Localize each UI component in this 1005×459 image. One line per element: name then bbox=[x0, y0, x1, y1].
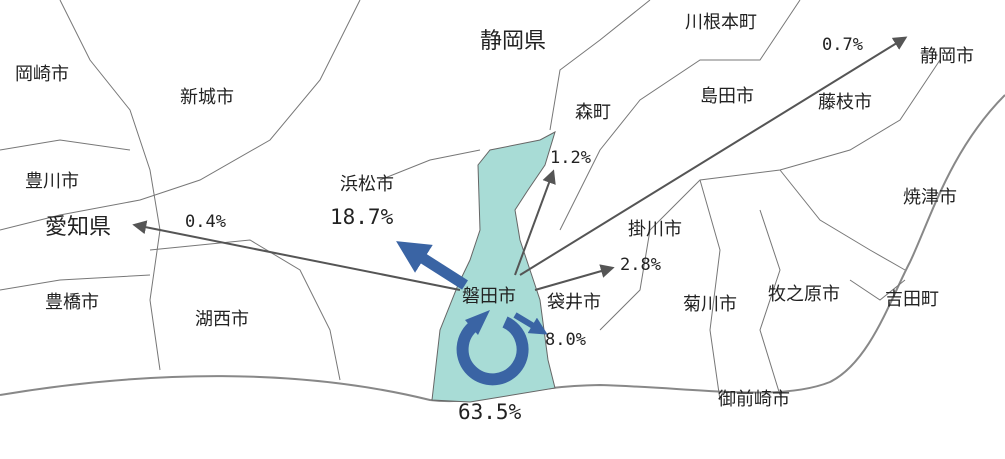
place-label: 森町 bbox=[575, 102, 611, 123]
place-label: 湖西市 bbox=[195, 309, 249, 330]
flow-label: 18.7% bbox=[330, 205, 394, 229]
iwata-area bbox=[431, 130, 556, 403]
place-label: 磐田市 bbox=[462, 286, 516, 307]
place-label: 掛川市 bbox=[628, 219, 682, 240]
flow-arrows bbox=[132, 36, 908, 386]
place-label: 浜松市 bbox=[340, 174, 394, 195]
place-label: 川根本町 bbox=[685, 12, 757, 33]
place-label: 吉田町 bbox=[885, 289, 939, 310]
place-label: 御前崎市 bbox=[718, 389, 790, 410]
place-label: 牧之原市 bbox=[768, 284, 840, 305]
flow-labels: 63.5% 18.7% 8.0% 2.8% 1.2% 0.7% 0.4% bbox=[185, 35, 863, 424]
place-label: 岡崎市 bbox=[15, 64, 69, 85]
place-label: 焼津市 bbox=[903, 187, 957, 208]
flow-label: 0.4% bbox=[185, 212, 226, 232]
prefecture-label: 愛知県 bbox=[45, 215, 111, 240]
place-label: 藤枝市 bbox=[818, 92, 872, 113]
place-label: 島田市 bbox=[700, 86, 754, 107]
place-label: 袋井市 bbox=[547, 292, 601, 313]
prefecture-label: 静岡県 bbox=[480, 29, 546, 54]
place-label: 豊川市 bbox=[25, 171, 79, 192]
flow-label: 0.7% bbox=[822, 35, 863, 55]
place-label: 静岡市 bbox=[920, 46, 974, 67]
flow-label: 63.5% bbox=[458, 400, 522, 424]
place-label: 豊橋市 bbox=[45, 292, 99, 313]
flow-label: 1.2% bbox=[550, 148, 591, 168]
place-label: 新城市 bbox=[180, 87, 234, 108]
flow-label: 2.8% bbox=[620, 255, 661, 275]
borders bbox=[0, 0, 1005, 403]
place-labels: 岡崎市 新城市 豊川市 豊橋市 湖西市 浜松市 磐田市 森町 袋井市 掛川市 島… bbox=[15, 12, 974, 410]
flow-label: 8.0% bbox=[545, 330, 586, 350]
place-label: 菊川市 bbox=[683, 294, 737, 315]
